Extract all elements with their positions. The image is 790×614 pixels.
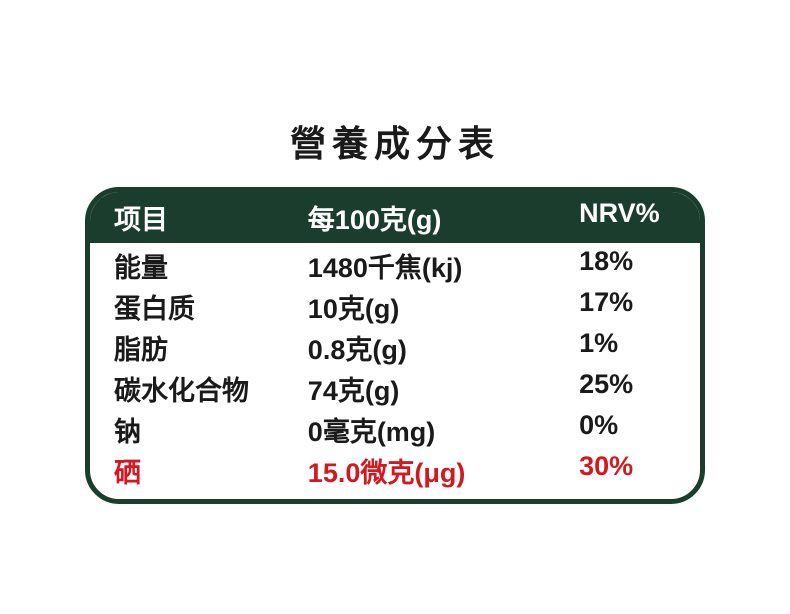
cell-amount: 0.8克(g) [308, 328, 579, 367]
cell-nrv: 18% [579, 246, 676, 285]
cell-nrv: 1% [579, 328, 676, 367]
cell-amount: 15.0微克(μg) [308, 451, 579, 490]
cell-nrv: 0% [579, 410, 676, 449]
cell-item: 碳水化合物 [114, 369, 308, 408]
table-row: 蛋白质10克(g)17% [90, 286, 700, 327]
table-row: 脂肪0.8克(g)1% [90, 327, 700, 368]
table-row: 钠0毫克(mg)0% [90, 409, 700, 450]
cell-amount: 1480千焦(kj) [308, 246, 579, 285]
cell-item: 硒 [114, 451, 308, 490]
cell-nrv: 17% [579, 287, 676, 326]
table-title: 營養成分表 [290, 115, 500, 167]
cell-amount: 0毫克(mg) [308, 410, 579, 449]
header-nrv: NRV% [579, 198, 676, 237]
cell-item: 脂肪 [114, 328, 308, 367]
header-amount: 每100克(g) [308, 198, 579, 237]
table-row: 碳水化合物74克(g)25% [90, 368, 700, 409]
cell-item: 钠 [114, 410, 308, 449]
table-row: 硒15.0微克(μg)30% [90, 450, 700, 491]
table-header-row: 项目 每100克(g) NRV% [90, 192, 700, 243]
header-item: 项目 [114, 198, 308, 237]
cell-item: 蛋白质 [114, 287, 308, 326]
cell-amount: 74克(g) [308, 369, 579, 408]
nutrition-table: 项目 每100克(g) NRV% 能量1480千焦(kj)18%蛋白质10克(g… [85, 187, 705, 504]
cell-nrv: 25% [579, 369, 676, 408]
table-row: 能量1480千焦(kj)18% [90, 245, 700, 286]
cell-amount: 10克(g) [308, 287, 579, 326]
table-body: 能量1480千焦(kj)18%蛋白质10克(g)17%脂肪0.8克(g)1%碳水… [90, 243, 700, 499]
cell-item: 能量 [114, 246, 308, 285]
cell-nrv: 30% [579, 451, 676, 490]
